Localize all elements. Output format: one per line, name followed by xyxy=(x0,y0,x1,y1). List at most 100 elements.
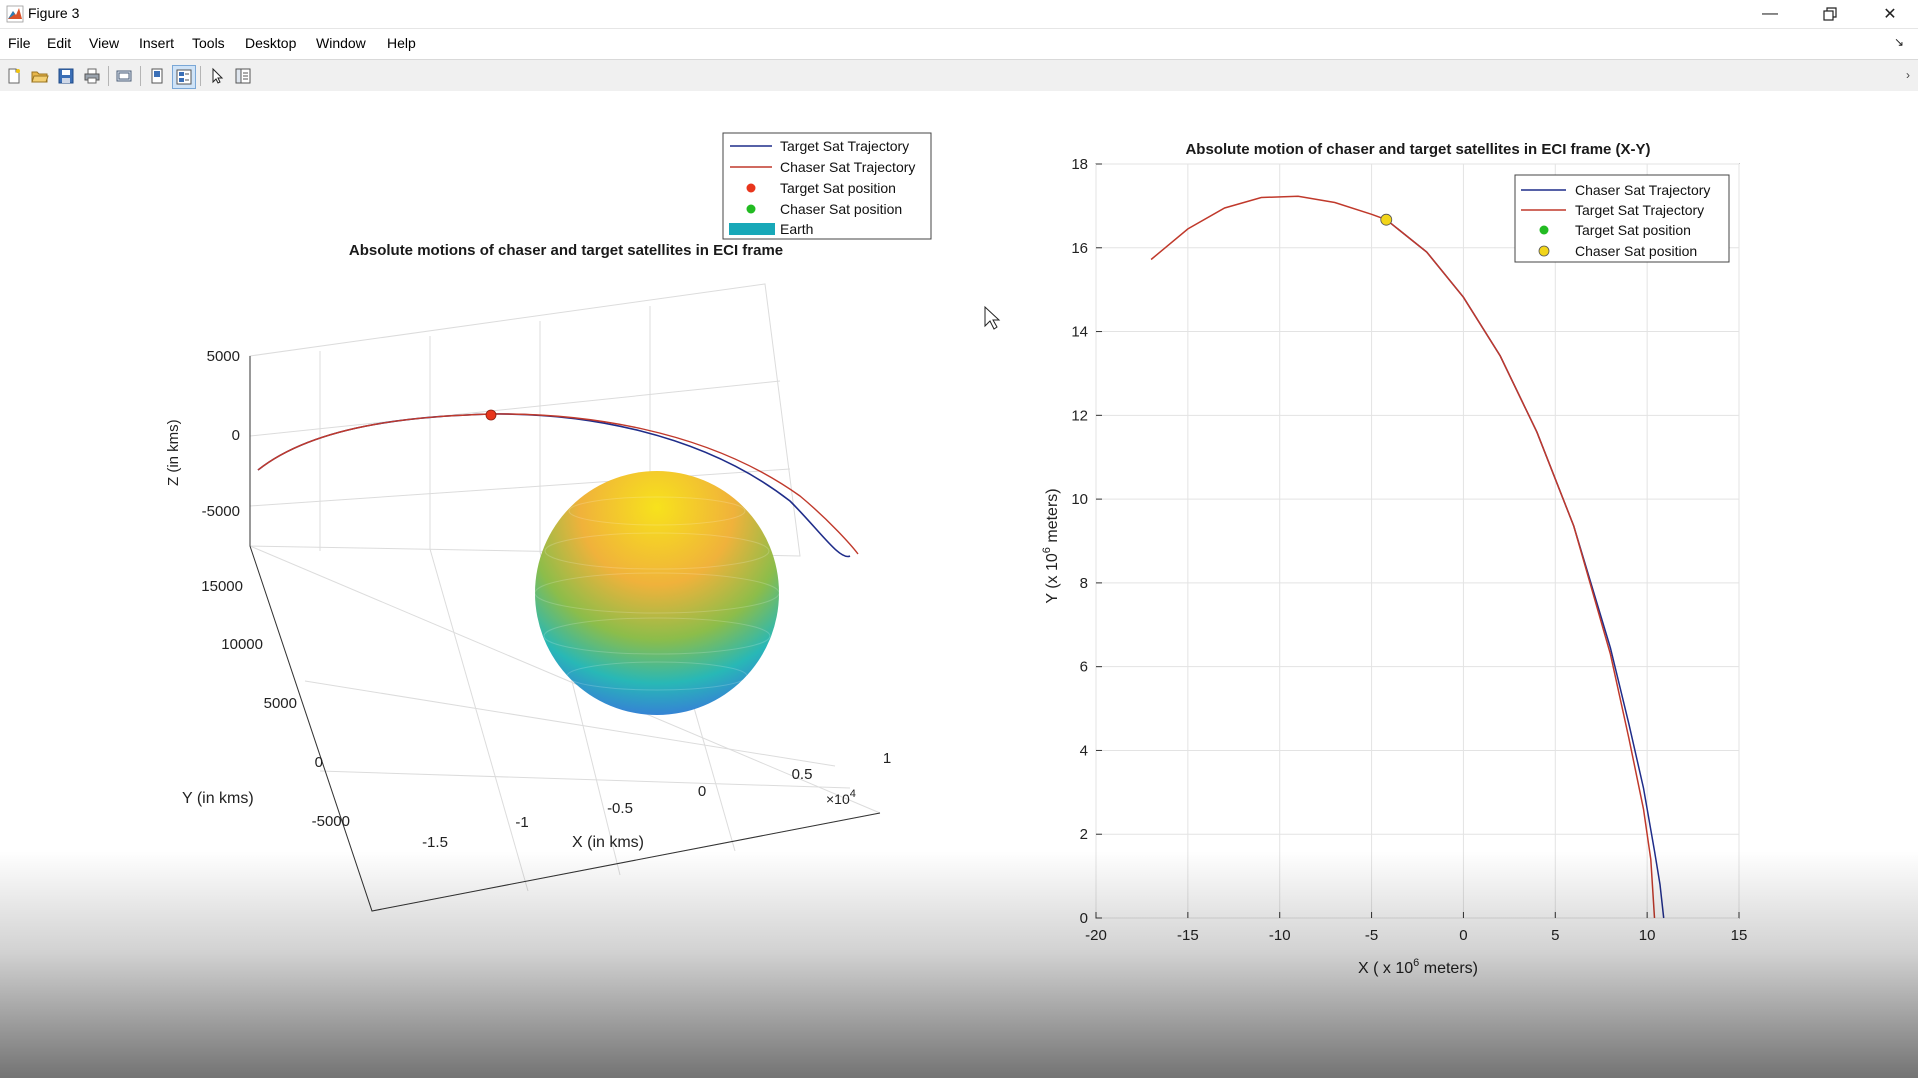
plot3d-x-tick: 0.5 xyxy=(792,766,813,783)
close-button[interactable]: ✕ xyxy=(1862,0,1918,28)
figure-toolbar: › xyxy=(0,59,1918,92)
toolbar-separator xyxy=(200,66,201,86)
earth-latitude-bands xyxy=(534,496,780,691)
hide-plot-tools-icon xyxy=(151,68,163,84)
plot3d-target-position-marker xyxy=(485,409,497,421)
plot3d-z-tick: 5000 xyxy=(207,348,240,365)
earth-surface xyxy=(535,471,779,715)
xy-x-tick-label: -5 xyxy=(1365,927,1378,944)
plot3d-x-label: X (in kms) xyxy=(572,834,644,851)
menu-window[interactable]: Window xyxy=(316,35,366,51)
new-figure-button[interactable] xyxy=(3,65,25,87)
xy-y-tick-label: 0 xyxy=(1080,910,1088,927)
new-figure-icon xyxy=(8,68,20,84)
legend-marker-swatch xyxy=(746,183,756,193)
plot3d-x-tick: 1 xyxy=(883,750,891,767)
show-plot-tools-button[interactable] xyxy=(172,65,196,89)
xy-y-tick-label: 10 xyxy=(1071,491,1088,508)
menu-desktop[interactable]: Desktop xyxy=(245,35,297,51)
xy-y-tick-label: 16 xyxy=(1071,240,1088,257)
property-inspector-button[interactable] xyxy=(232,65,254,87)
close-icon: ✕ xyxy=(1883,6,1897,23)
minimize-icon: — xyxy=(1762,5,1778,22)
xy-plot-title: Absolute motion of chaser and target sat… xyxy=(1185,141,1650,158)
xy-x-tick-label: -15 xyxy=(1177,927,1199,944)
menu-tools[interactable]: Tools xyxy=(192,35,225,51)
xy-series-line-target xyxy=(1150,195,1656,919)
restore-button[interactable] xyxy=(1802,0,1858,28)
plot3d-x-tick: -1 xyxy=(515,814,528,831)
plot3d-x-tick: -1.5 xyxy=(422,834,448,851)
hide-plot-tools-button[interactable] xyxy=(146,65,168,87)
print-icon xyxy=(84,68,100,84)
menu-insert[interactable]: Insert xyxy=(139,35,175,51)
save-icon xyxy=(58,68,74,84)
dock-arrow-icon[interactable]: ↘ xyxy=(1893,35,1904,49)
legend-entry: Chaser Sat Trajectory xyxy=(780,159,915,175)
legend-entry: Earth xyxy=(780,221,813,237)
plot3d-title: Absolute motions of chaser and target sa… xyxy=(349,242,783,259)
xy-y-tick-label: 18 xyxy=(1071,156,1088,173)
plot3d-y-tick: 10000 xyxy=(221,636,263,653)
xy-x-tick-label: -10 xyxy=(1269,927,1291,944)
legend-marker-swatch xyxy=(1538,245,1550,257)
xy-chaser-position-marker xyxy=(1380,213,1393,226)
xy-plot-y-label: Y (x 106 meters) xyxy=(1041,488,1061,603)
legend-entry: Chaser Sat position xyxy=(780,201,902,217)
window-title: Figure 3 xyxy=(28,5,80,21)
open-file-button[interactable] xyxy=(29,65,51,87)
menu-edit[interactable]: Edit xyxy=(47,35,72,51)
plot3d-z-tick: 0 xyxy=(232,427,240,444)
xy-plot-axes[interactable]: Absolute motion of chaser and target sat… xyxy=(1041,141,1747,977)
toolbar-separator xyxy=(140,66,141,86)
legend-marker-swatch xyxy=(746,204,756,214)
plot3d-y-tick: 0 xyxy=(315,754,323,771)
print-preview-button[interactable] xyxy=(113,65,135,87)
xy-plot-frame xyxy=(1095,163,1740,919)
show-plot-tools-icon xyxy=(176,69,192,85)
xy-x-tick-label: -20 xyxy=(1085,927,1107,944)
xy-y-tick-label: 2 xyxy=(1080,826,1088,843)
plot3d-legend[interactable]: Target Sat Trajectory Chaser Sat Traject… xyxy=(722,132,932,240)
legend-entry: Target Sat Trajectory xyxy=(1575,202,1704,218)
plot3d-y-tick: 15000 xyxy=(201,578,243,595)
edit-plot-button[interactable] xyxy=(206,65,228,87)
plot3d-y-tick: 5000 xyxy=(264,695,297,712)
restore-icon xyxy=(1823,7,1837,21)
xy-y-tick-label: 12 xyxy=(1071,407,1088,424)
save-button[interactable] xyxy=(55,65,77,87)
toolbar-end-icon[interactable]: › xyxy=(1906,68,1910,82)
menu-file[interactable]: File xyxy=(8,35,31,51)
legend-patch-swatch xyxy=(729,223,775,235)
xy-plot-legend[interactable]: Chaser Sat Trajectory Target Sat Traject… xyxy=(1514,174,1730,263)
plot3d-x-exponent: ×104 xyxy=(826,788,856,807)
plot3d-chaser-trajectory xyxy=(257,413,859,555)
menu-view[interactable]: View xyxy=(89,35,120,51)
plot3d-x-tick: 0 xyxy=(698,783,706,800)
plot3d-y-label: Y (in kms) xyxy=(182,790,254,807)
toolbar-separator xyxy=(108,66,109,86)
print-preview-icon xyxy=(116,70,132,82)
legend-entry: Target Sat position xyxy=(1575,222,1691,238)
xy-x-tick-label: 5 xyxy=(1551,927,1559,944)
menu-help[interactable]: Help xyxy=(387,35,416,51)
figure-plots-svg: Absolute motions of chaser and target sa… xyxy=(165,132,1747,977)
legend-entry: Target Sat Trajectory xyxy=(780,138,909,154)
open-file-icon xyxy=(31,71,49,83)
eci-3d-axes[interactable]: Absolute motions of chaser and target sa… xyxy=(165,132,932,912)
print-button[interactable] xyxy=(81,65,103,87)
property-inspector-icon xyxy=(235,68,251,84)
plot3d-y-tick: -5000 xyxy=(312,813,350,830)
plot3d-z-label: Z (in kms) xyxy=(165,419,182,486)
xy-y-tick-label: 14 xyxy=(1071,324,1088,341)
plot3d-z-tick: -5000 xyxy=(202,503,240,520)
xy-y-tick-label: 4 xyxy=(1080,742,1088,759)
minimize-button[interactable]: — xyxy=(1742,0,1798,28)
figure-canvas: Absolute motions of chaser and target sa… xyxy=(0,91,1918,1078)
xy-plot-marker-layer xyxy=(1380,213,1393,226)
legend-marker-swatch xyxy=(1539,225,1549,235)
legend-entry: Chaser Sat Trajectory xyxy=(1575,182,1710,198)
window-titlebar: Figure 3 — ✕ xyxy=(0,0,1918,29)
edit-plot-arrow-icon xyxy=(212,67,224,84)
legend-entry: Target Sat position xyxy=(780,180,896,196)
